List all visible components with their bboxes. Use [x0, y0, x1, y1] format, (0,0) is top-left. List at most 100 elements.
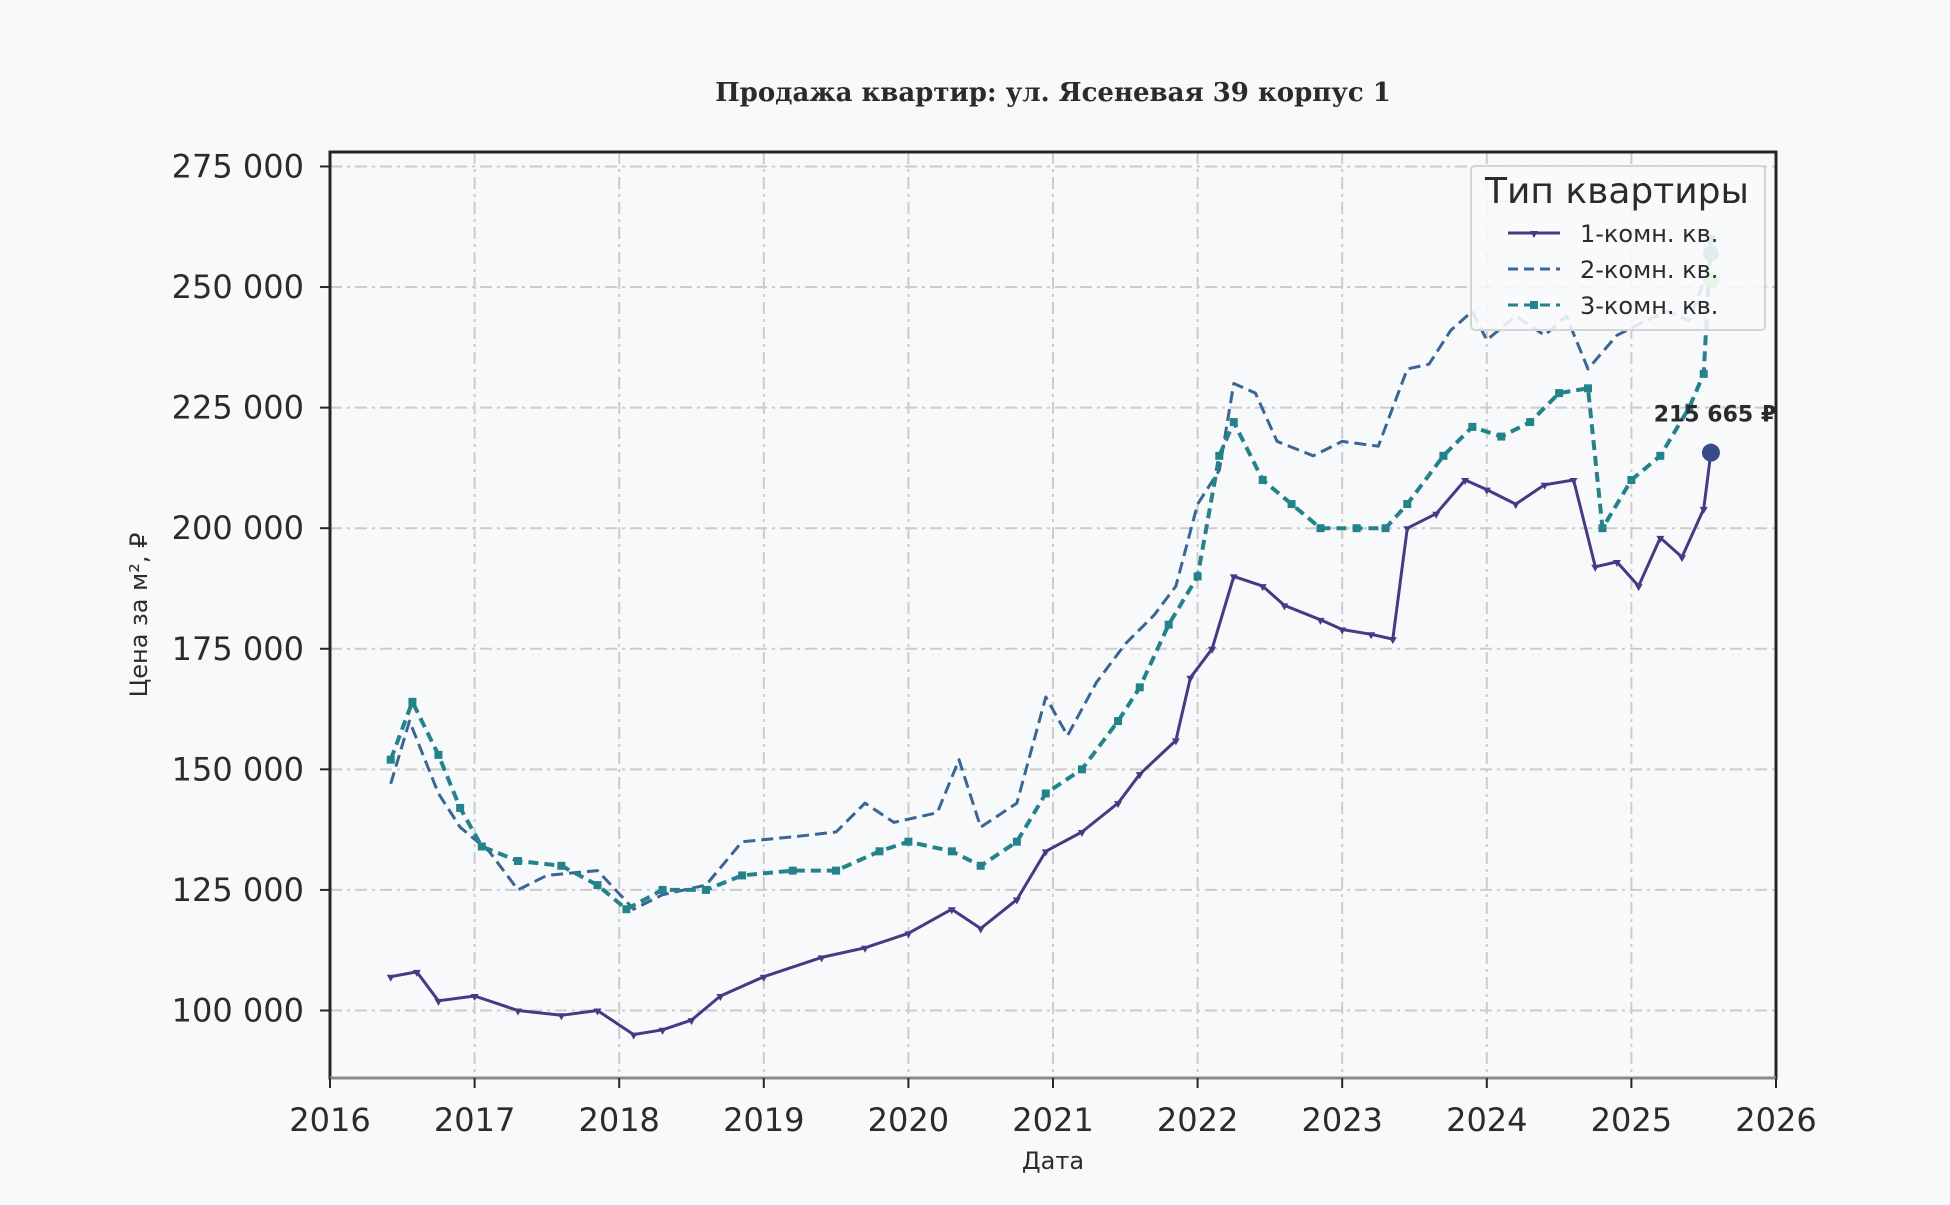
- series-point: [1258, 475, 1267, 484]
- series-point: [687, 1018, 696, 1026]
- x-tick-label: 2023: [1301, 1101, 1382, 1139]
- series-point: [904, 837, 913, 846]
- series-point: [1381, 524, 1390, 533]
- series-point: [1656, 451, 1665, 460]
- series-point: [861, 945, 870, 953]
- series-point: [832, 866, 841, 875]
- series-point: [412, 969, 421, 977]
- series-point: [593, 1008, 602, 1016]
- y-axis-ticks: 100 000 125 000 150 000 175 000 200 000 225 0…: [172, 147, 330, 1029]
- y-axis-label: Цена за м², ₽: [125, 533, 153, 698]
- series-point: [1012, 837, 1021, 846]
- legend-box: [1470, 165, 1766, 331]
- series-point: [1569, 477, 1578, 485]
- x-tick-label: 2026: [1735, 1101, 1816, 1139]
- series-point: [434, 998, 443, 1006]
- series-point: [1634, 584, 1643, 592]
- series-point: [629, 1032, 638, 1040]
- series-point: [658, 885, 667, 894]
- series-point: [593, 881, 602, 890]
- series-point: [1208, 646, 1217, 654]
- series-point: [701, 885, 710, 894]
- y-tick-label: 100 000: [172, 991, 304, 1029]
- chart-title: Продажа квартир: ул. Ясеневая 39 корпус …: [715, 78, 1391, 108]
- legend-label-1: 1-комн. кв.: [1580, 220, 1718, 248]
- series-point: [658, 1027, 667, 1035]
- series-point: [1598, 524, 1607, 533]
- series-point: [1316, 617, 1325, 625]
- end-marker: [1701, 443, 1720, 462]
- series-line-1: [390, 452, 1713, 1037]
- series-point: [1041, 849, 1050, 857]
- series-point: [1468, 422, 1477, 431]
- series-point: [1678, 555, 1687, 563]
- series-point: [1186, 675, 1195, 683]
- series-point: [1612, 559, 1621, 567]
- series-point: [1229, 574, 1238, 582]
- legend-items: 1-комн. кв. 2-комн. кв. 3-комн. кв.: [1508, 220, 1718, 320]
- x-tick-label: 2021: [1012, 1101, 1093, 1139]
- series-point: [1367, 632, 1376, 640]
- series-point: [1461, 477, 1470, 485]
- series-point: [386, 974, 395, 982]
- series-point: [1012, 897, 1021, 905]
- series-point: [1077, 830, 1086, 838]
- series-point: [1193, 572, 1202, 581]
- y-tick-label: 275 000: [172, 147, 304, 185]
- y-tick-label: 200 000: [172, 509, 304, 547]
- y-tick-label: 125 000: [172, 871, 304, 909]
- series-point: [1114, 717, 1123, 726]
- series-point: [716, 994, 725, 1002]
- series-point: [513, 856, 522, 865]
- series-point: [1591, 564, 1600, 572]
- series-point: [477, 842, 486, 851]
- series-point: [1280, 603, 1289, 611]
- series-point: [1584, 384, 1593, 393]
- series-point: [759, 974, 768, 982]
- series-point: [557, 1013, 566, 1021]
- series-point: [947, 847, 956, 856]
- series-point: [1439, 451, 1448, 460]
- x-tick-label: 2019: [723, 1101, 804, 1139]
- series-point: [1497, 432, 1506, 441]
- legend: Тип квартиры 1-комн. кв. 2-комн. кв. 3-ком…: [1470, 165, 1766, 331]
- series-point: [1699, 369, 1708, 378]
- series-point: [976, 861, 985, 870]
- series-point: [1229, 418, 1238, 427]
- legend-label-2: 2-комн. кв.: [1580, 256, 1718, 284]
- series-point: [513, 1008, 522, 1016]
- x-tick-label: 2020: [868, 1101, 949, 1139]
- x-tick-label: 2017: [434, 1101, 515, 1139]
- legend-title: Тип квартиры: [1484, 171, 1749, 212]
- series-point: [1388, 637, 1397, 645]
- series-point: [1114, 801, 1123, 809]
- series-point: [1555, 389, 1564, 398]
- y-tick-label: 175 000: [172, 630, 304, 668]
- series-point: [1685, 403, 1694, 412]
- series-point: [1135, 683, 1144, 692]
- series-point: [1258, 584, 1267, 592]
- series-point: [1403, 500, 1412, 509]
- series-point: [470, 994, 479, 1002]
- y-tick-label: 225 000: [172, 389, 304, 427]
- series-point: [1041, 789, 1050, 798]
- end-value-label: 215 665 ₽: [1654, 403, 1776, 428]
- series-point: [947, 907, 956, 915]
- series-point: [738, 871, 747, 880]
- series-point: [1482, 487, 1491, 495]
- series-point: [557, 861, 566, 870]
- series-point: [817, 955, 826, 963]
- y-tick-label: 150 000: [172, 750, 304, 788]
- series-point: [1656, 535, 1665, 543]
- series-point: [1316, 524, 1325, 533]
- series-point: [1526, 418, 1535, 427]
- legend-marker: [1530, 231, 1538, 238]
- series-point: [1540, 482, 1549, 490]
- series-point: [1699, 506, 1708, 514]
- series-point: [1215, 451, 1224, 460]
- series-point: [1287, 500, 1296, 509]
- series-point: [1432, 511, 1441, 519]
- series-point: [976, 926, 985, 934]
